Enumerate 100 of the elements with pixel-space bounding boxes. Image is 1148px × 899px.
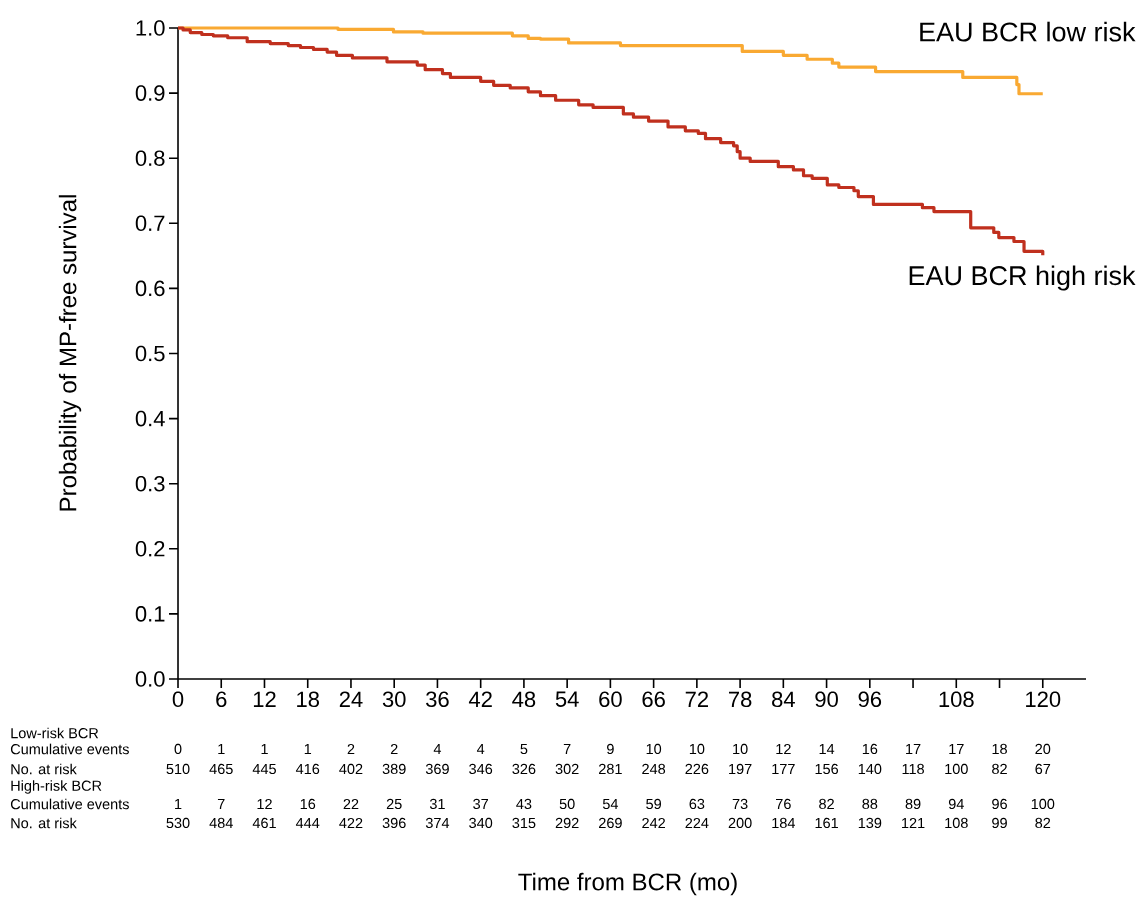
text: 54 xyxy=(602,798,619,810)
text: 89 xyxy=(905,798,921,810)
text: 4 xyxy=(433,744,442,754)
text: 248 xyxy=(642,763,666,775)
text: 422 xyxy=(339,817,363,829)
text: 242 xyxy=(642,817,665,829)
text: 445 xyxy=(252,763,276,775)
text: 4 xyxy=(476,744,485,754)
text: 1 xyxy=(175,799,182,809)
text: 374 xyxy=(425,817,450,829)
text: 197 xyxy=(729,763,752,775)
text: Time from BCR (mo) xyxy=(518,872,737,896)
text: High-risk BCR xyxy=(11,780,102,794)
x-tick-label: 0 xyxy=(172,691,184,708)
y-tick-label: 0.6 xyxy=(135,280,165,297)
text: 99 xyxy=(992,817,1007,829)
text: 50 xyxy=(559,798,575,810)
text: 100 xyxy=(1031,798,1055,810)
text: 340 xyxy=(469,817,493,829)
text: Low-risk BCR xyxy=(11,727,99,739)
y-tick-label: 0.3 xyxy=(135,475,165,492)
x-tick-label: 18 xyxy=(297,691,319,708)
text: 16 xyxy=(862,743,878,755)
text: 22 xyxy=(343,798,359,810)
text: 461 xyxy=(252,817,276,829)
x-tick-label: 6 xyxy=(216,691,227,708)
text: 292 xyxy=(555,817,579,829)
x-tick-label: 108 xyxy=(939,691,974,708)
x-tick-label: 48 xyxy=(512,691,536,708)
text: 118 xyxy=(902,763,924,775)
text: 37 xyxy=(473,798,489,810)
text: 82 xyxy=(992,763,1007,775)
y-axis-title: Probability of MP-free survival xyxy=(58,195,82,511)
text: 302 xyxy=(555,763,579,775)
text: 59 xyxy=(646,798,662,810)
x-tick-label: 60 xyxy=(599,691,622,708)
x-tick-label: 84 xyxy=(772,691,795,708)
text: 226 xyxy=(685,763,709,775)
text: 7 xyxy=(217,799,225,809)
text: 94 xyxy=(948,798,964,810)
text: 25 xyxy=(386,798,402,810)
y-tick-label: 0.4 xyxy=(135,410,165,427)
text: 1 xyxy=(304,744,312,754)
text: 2 xyxy=(390,743,398,755)
text: 43 xyxy=(516,798,532,810)
text: 10 xyxy=(733,743,748,755)
x-tick-label: 120 xyxy=(1026,691,1061,708)
text: 10 xyxy=(646,743,662,755)
text: 281 xyxy=(599,763,622,775)
text: 73 xyxy=(732,798,748,810)
y-tick-label: 0.9 xyxy=(135,85,165,101)
text: No. at risk xyxy=(11,817,77,829)
text: 177 xyxy=(772,764,795,774)
text: Cumulative events xyxy=(10,798,129,810)
text: 7 xyxy=(563,744,571,754)
text: 5 xyxy=(520,743,528,755)
text: 121 xyxy=(902,817,925,829)
text: 184 xyxy=(772,817,796,829)
text: 16 xyxy=(300,798,316,810)
text: 12 xyxy=(257,798,272,810)
y-tick-label: 0.0 xyxy=(135,671,165,687)
text: 444 xyxy=(295,818,320,828)
text: 100 xyxy=(945,763,968,775)
x-tick-label: 30 xyxy=(382,691,406,708)
x-tick-label: 90 xyxy=(815,691,838,708)
text: 63 xyxy=(689,798,705,810)
x-tick-label: 66 xyxy=(642,691,665,708)
y-tick-label: 0.7 xyxy=(135,215,165,232)
y-tick-label: 1.0 xyxy=(136,20,165,36)
y-tick-label: 0.2 xyxy=(135,540,165,557)
x-tick-label: 54 xyxy=(555,691,579,707)
text: 530 xyxy=(166,817,190,829)
series-label: EAU BCR low risk xyxy=(920,21,1136,42)
text: 10 xyxy=(689,743,705,755)
x-tick-label: 12 xyxy=(253,691,276,707)
text: 465 xyxy=(209,763,233,775)
x-tick-label: 96 xyxy=(858,691,882,708)
x-tick-label: 36 xyxy=(426,691,449,708)
text: 31 xyxy=(429,798,445,810)
text: 369 xyxy=(425,763,449,775)
text: 139 xyxy=(858,817,882,829)
text: 1 xyxy=(218,744,225,754)
text: 0 xyxy=(174,743,182,755)
text: 484 xyxy=(209,817,233,829)
text: 269 xyxy=(599,817,622,829)
text: 17 xyxy=(949,744,964,754)
text: 14 xyxy=(819,744,835,754)
text: 1 xyxy=(261,744,268,754)
text: 326 xyxy=(512,763,536,775)
text: 9 xyxy=(607,743,614,755)
text: 161 xyxy=(815,817,838,829)
text: No. at risk xyxy=(11,763,77,775)
y-tick-label: 0.8 xyxy=(135,150,165,166)
text: 140 xyxy=(858,763,882,775)
text: 396 xyxy=(382,817,406,829)
text: 389 xyxy=(382,763,406,775)
text: 315 xyxy=(512,817,536,829)
text: 2 xyxy=(347,743,355,755)
text: 82 xyxy=(819,798,834,810)
text: 224 xyxy=(685,817,709,829)
